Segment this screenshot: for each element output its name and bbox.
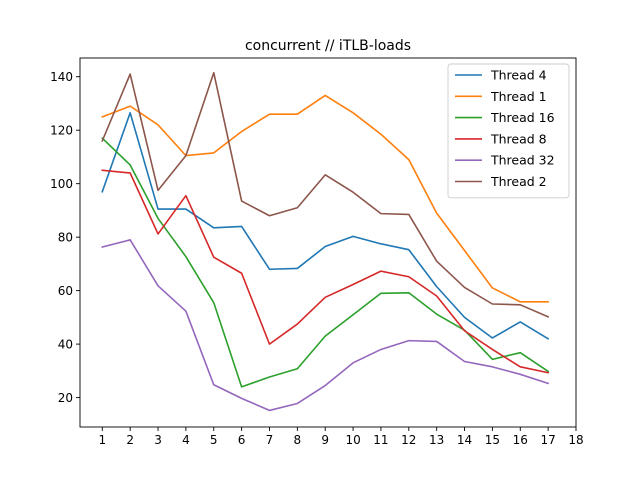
x-tick-label: 16 <box>513 433 528 447</box>
x-tick-label: 13 <box>429 433 444 447</box>
x-tick-label: 7 <box>266 433 274 447</box>
series-line-thread-1 <box>101 94 549 303</box>
x-tick-label: 17 <box>540 433 555 447</box>
y-tick-label: 60 <box>58 284 73 298</box>
legend-label: Thread 4 <box>490 68 547 83</box>
x-tick-label: 8 <box>294 433 302 447</box>
legend-label: Thread 16 <box>490 110 555 125</box>
y-tick-label: 20 <box>58 391 73 405</box>
series-line-thread-32 <box>101 239 550 412</box>
legend-label: Thread 32 <box>490 153 555 168</box>
series-line-thread-2 <box>101 71 550 318</box>
y-tick-label: 40 <box>58 337 73 351</box>
x-tick-label: 9 <box>321 433 329 447</box>
x-tick-label: 12 <box>401 433 416 447</box>
x-tick-label: 18 <box>568 433 583 447</box>
x-tick-label: 2 <box>126 433 134 447</box>
chart-title: concurrent // iTLB-loads <box>245 38 411 54</box>
y-tick-label: 100 <box>50 177 73 191</box>
y-tick-label: 120 <box>50 123 73 137</box>
legend-label: Thread 8 <box>490 131 547 146</box>
legend-label: Thread 2 <box>490 174 547 189</box>
x-tick-label: 3 <box>154 433 162 447</box>
series-line-thread-16 <box>101 137 550 388</box>
plot-area: 1 2 3 4 5 6 7 8 9 10 11 12 13 14 15 16 17 182040608010012… <box>50 57 584 447</box>
y-tick-label: 140 <box>50 70 73 84</box>
y-tick-label: 80 <box>58 230 73 244</box>
x-tick-label: 10 <box>345 433 360 447</box>
x-tick-label: 4 <box>182 433 190 447</box>
x-tick-label: 11 <box>373 433 388 447</box>
x-tick-label: 5 <box>210 433 218 447</box>
x-tick-label: 1 <box>98 433 106 447</box>
x-tick-label: 6 <box>238 433 246 447</box>
legend-box <box>447 63 570 199</box>
x-tick-label: 14 <box>457 433 472 447</box>
axes-frame <box>79 57 577 428</box>
legend-label: Thread 1 <box>490 89 547 104</box>
series-line-thread-8 <box>101 169 550 374</box>
x-tick-label: 15 <box>485 433 500 447</box>
